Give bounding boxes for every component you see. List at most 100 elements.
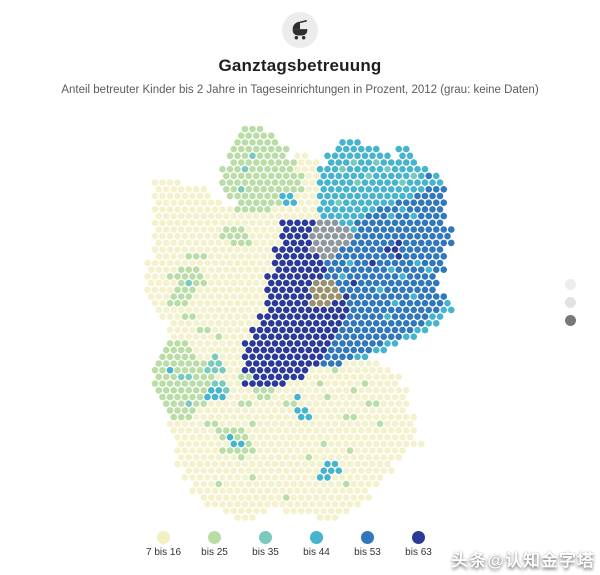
hex-cell [166,206,174,213]
hex-cell [151,259,159,267]
hex-cell [241,165,249,173]
hex-cell [200,320,208,327]
hex-cell [335,320,343,327]
hex-cell [444,232,451,240]
hex-cell [151,366,159,374]
hex-cell [294,273,301,280]
legend-swatch [310,531,323,544]
legend-swatch [361,531,374,544]
hex-cell [234,393,241,401]
hex-cell [196,460,204,468]
hex-cell [342,159,350,166]
hex-cell [290,467,298,475]
hex-cell [286,165,294,173]
pagination-dot-1[interactable] [565,279,576,290]
hex-cell [275,293,283,300]
hex-cell [245,360,253,367]
hex-cell [316,407,324,414]
hex-cell [391,380,399,387]
hex-cell [177,253,185,260]
hex-cell [357,212,365,220]
hex-cell [320,333,328,340]
hex-cell [399,152,406,160]
hex-cell [234,152,241,160]
hex-cell [200,413,208,421]
hex-cell [264,232,271,240]
hex-cell [339,286,346,294]
hex-cell [387,199,395,206]
hex-cell [256,139,264,146]
hex-cell [192,400,200,408]
hex-cell [185,266,193,273]
hex-cell [309,366,316,374]
hex-cell [324,313,331,320]
pagination-dot-3-active[interactable] [565,315,576,326]
hex-cell [177,427,185,434]
hex-cell [342,306,350,314]
legend-item-bis-35: bis 35 [240,531,291,558]
hex-cell [282,293,290,300]
hex-cell [185,467,193,475]
hex-cell [365,346,373,354]
hex-cell [357,467,365,475]
hex-cell [331,407,339,414]
hex-cell [185,413,193,421]
hex-cell [170,320,178,327]
hex-cell [444,299,451,307]
hex-cell [166,366,174,374]
hex-cell [226,152,234,160]
hex-cell [324,165,331,173]
hex-cell [264,139,271,146]
hex-cell [275,159,283,166]
hex-cell [264,420,271,428]
hex-cell [226,366,234,374]
hex-cell [237,400,245,408]
hex-cell [151,232,159,240]
hex-cell [279,206,286,213]
hex-cell [361,447,369,454]
hex-cell [357,159,365,166]
hex-cell [324,514,331,521]
hex-cell [294,366,301,374]
hex-cell [286,433,294,441]
hex-cell [350,226,358,233]
hex-cell [354,447,361,454]
hex-cell [372,186,380,193]
hex-cell [234,246,241,253]
hex-cell [241,273,249,280]
hex-cell [290,279,298,287]
hex-cell [166,420,174,428]
hex-cell [196,487,204,495]
hex-cell [301,206,309,213]
hex-cell [215,413,223,421]
hex-cell [372,413,380,421]
hex-cell [264,353,271,361]
hex-cell [312,440,320,448]
hex-cell [245,199,253,206]
hex-cell [324,232,331,240]
hex-cell [365,413,373,421]
hex-cell [376,460,384,468]
hex-cell [196,380,204,387]
hex-cell [331,420,339,428]
hex-cell [241,246,249,253]
hex-cell [207,440,215,448]
hex-cell [399,206,406,213]
hex-cell [230,186,238,193]
hex-cell [219,299,226,307]
hex-cell [245,346,253,354]
hex-cell [350,387,358,394]
hex-cell [286,246,294,253]
hex-cell [297,186,305,193]
hex-cell [230,507,238,515]
hex-cell [166,340,174,347]
hex-cell [151,299,159,307]
hex-cell [414,219,421,227]
hex-cell [305,253,313,260]
pagination-dot-2[interactable] [565,297,576,308]
hex-cell [252,400,260,408]
hex-cell [177,199,185,206]
hex-cell [230,226,238,233]
hex-cell [357,320,365,327]
hex-cell [320,279,328,287]
